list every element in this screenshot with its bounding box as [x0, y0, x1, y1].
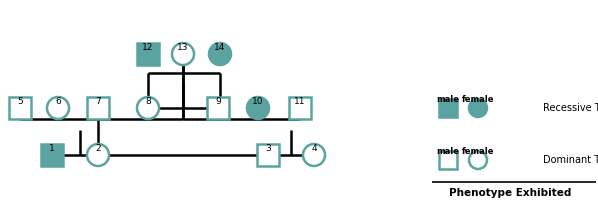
Text: 9: 9 [215, 97, 221, 106]
Bar [9, 97, 31, 119]
Circle shape [469, 151, 487, 169]
Text: male: male [437, 147, 459, 156]
Circle shape [172, 43, 194, 65]
Text: 12: 12 [142, 43, 154, 52]
Bar [257, 144, 279, 166]
Circle shape [209, 43, 231, 65]
Text: 14: 14 [214, 43, 225, 52]
Bar [207, 97, 229, 119]
Circle shape [87, 144, 109, 166]
Text: 8: 8 [145, 97, 151, 106]
Text: 3: 3 [265, 144, 271, 153]
Bar [289, 97, 311, 119]
Text: Dominant Trait: Dominant Trait [543, 155, 598, 165]
Circle shape [469, 99, 487, 117]
Text: 7: 7 [95, 97, 101, 106]
Text: 10: 10 [252, 97, 264, 106]
Text: male: male [437, 95, 459, 104]
Text: 13: 13 [177, 43, 189, 52]
Circle shape [303, 144, 325, 166]
Text: 11: 11 [294, 97, 306, 106]
Circle shape [47, 97, 69, 119]
Text: 4: 4 [311, 144, 317, 153]
Circle shape [247, 97, 269, 119]
Bar [137, 43, 159, 65]
Bar [41, 144, 63, 166]
Text: 5: 5 [17, 97, 23, 106]
Circle shape [137, 97, 159, 119]
Text: Phenotype Exhibited: Phenotype Exhibited [449, 188, 571, 198]
Bar [87, 97, 109, 119]
Text: female: female [462, 147, 495, 156]
Text: 2: 2 [95, 144, 101, 153]
Text: 6: 6 [55, 97, 61, 106]
Bar [439, 99, 457, 117]
Text: female: female [462, 95, 495, 104]
Bar [439, 151, 457, 169]
Text: 1: 1 [49, 144, 55, 153]
Text: Recessive Trait: Recessive Trait [543, 103, 598, 113]
